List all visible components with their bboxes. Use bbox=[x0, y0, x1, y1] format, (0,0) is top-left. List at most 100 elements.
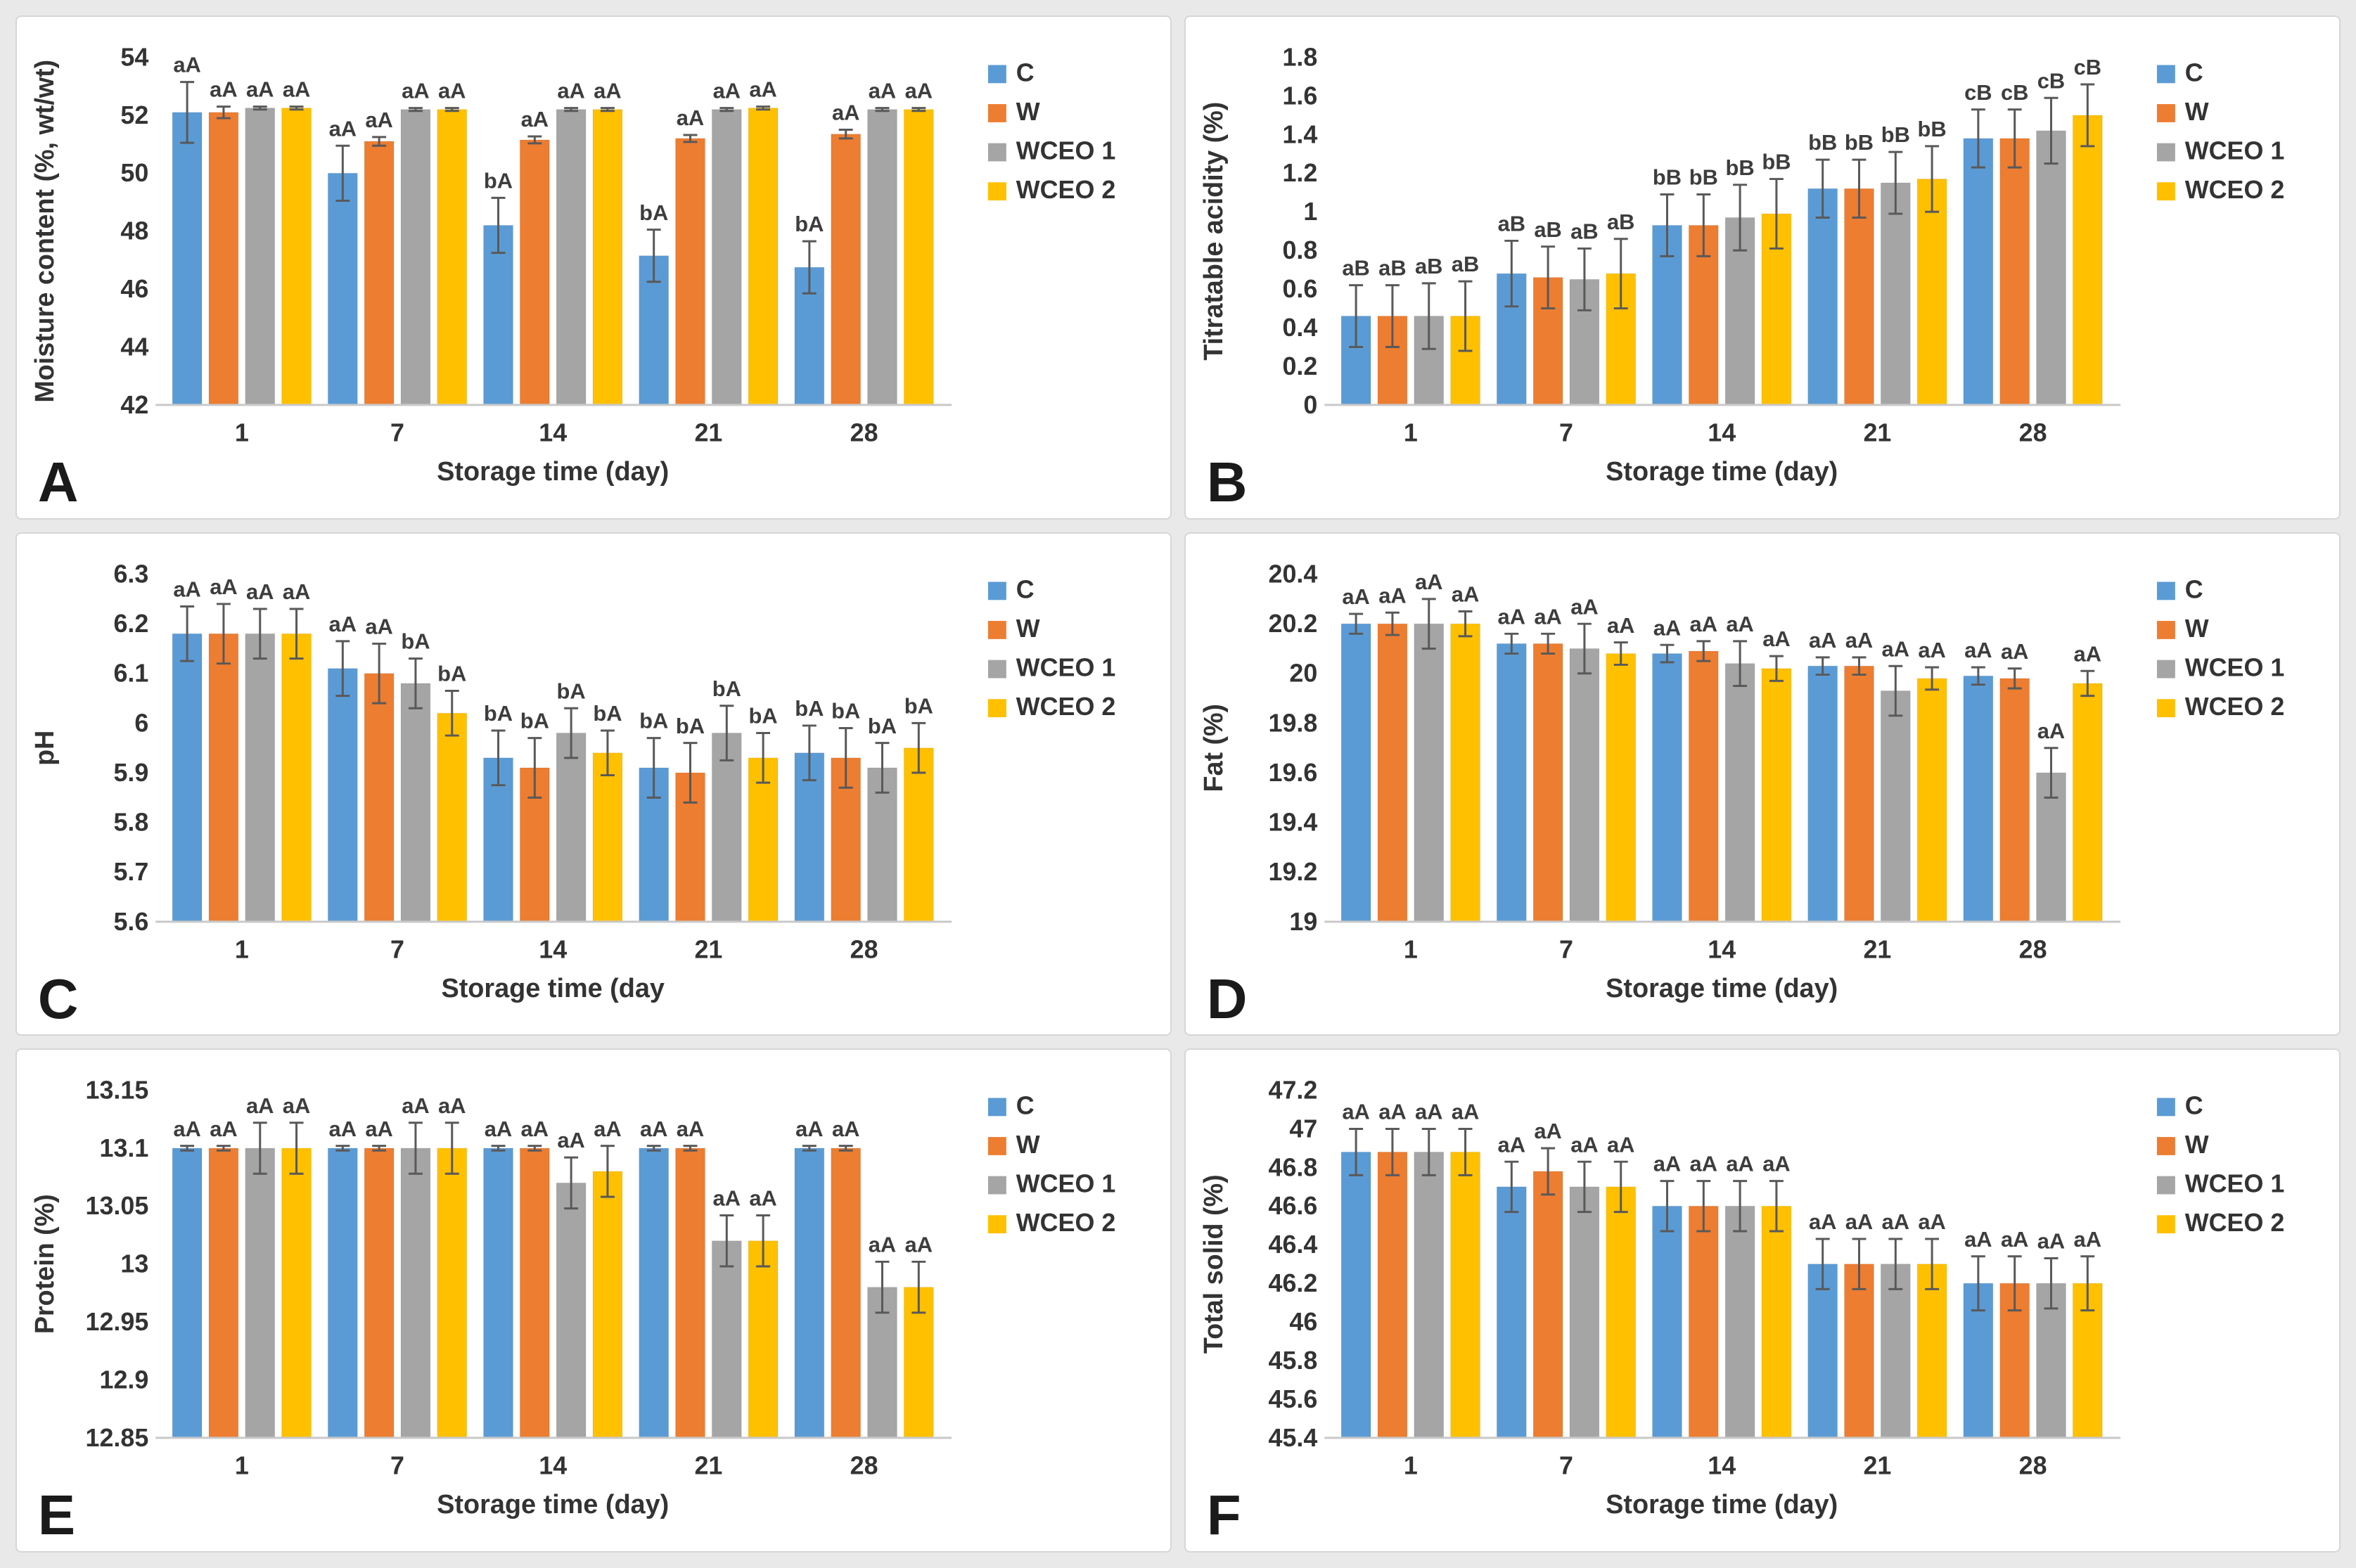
y-tick-label: 12.95 bbox=[86, 1308, 149, 1336]
bar-C-day28 bbox=[794, 266, 825, 406]
y-tick-label: 1 bbox=[1303, 198, 1317, 226]
error-bar bbox=[1852, 1238, 1867, 1291]
y-tick-label: 1.4 bbox=[1282, 120, 1317, 148]
bar-annotation: bA bbox=[639, 200, 668, 225]
error-bar bbox=[1385, 284, 1400, 348]
error-bar bbox=[372, 1145, 387, 1152]
error-bar bbox=[1577, 247, 1592, 311]
error-bar bbox=[1769, 655, 1784, 682]
panel-letter-C: C bbox=[38, 968, 79, 1030]
bar-W-day1 bbox=[208, 633, 239, 923]
error-bar bbox=[1504, 239, 1519, 308]
x-tick-label: 7 bbox=[390, 419, 404, 447]
bar-WCEO2-day1 bbox=[281, 633, 312, 923]
bar-WCEO2-day7 bbox=[437, 1148, 468, 1439]
legend-item-WCEO2: WCEO 2 bbox=[987, 176, 1115, 204]
panel-letter-F: F bbox=[1207, 1484, 1241, 1546]
legend-label: WCEO 1 bbox=[1016, 653, 1115, 681]
bar-C-day7 bbox=[1496, 643, 1527, 923]
legend-item-W: W bbox=[987, 1131, 1040, 1159]
error-bar bbox=[802, 724, 817, 781]
y-tick-label: 6 bbox=[134, 709, 148, 737]
bar-annotation: aA bbox=[1342, 1100, 1369, 1124]
bar-WCEO2-day28 bbox=[903, 109, 934, 406]
y-tick-label: 13.1 bbox=[100, 1134, 149, 1162]
bar-W-day1 bbox=[208, 112, 239, 406]
bar-annotation: aA bbox=[1570, 1133, 1598, 1157]
error-bar bbox=[1577, 1161, 1592, 1214]
y-tick-label: 45.4 bbox=[1269, 1424, 1318, 1452]
panel-letter-B: B bbox=[1207, 451, 1248, 513]
bar-annotation: bA bbox=[795, 212, 824, 236]
y-tick-label: 46.2 bbox=[1269, 1269, 1318, 1297]
bar-WCEO2-day7 bbox=[1606, 653, 1637, 923]
legend-label: WCEO 2 bbox=[1016, 176, 1115, 204]
bar-annotation: bA bbox=[437, 661, 466, 686]
x-tick-label: 28 bbox=[850, 1452, 878, 1480]
error-bar bbox=[289, 1122, 304, 1176]
y-tick-label: 5.6 bbox=[113, 908, 148, 936]
legend-swatch bbox=[987, 1098, 1006, 1117]
bar-annotation: aA bbox=[1690, 1152, 1717, 1176]
bar-annotation: aA bbox=[1378, 583, 1406, 608]
y-tick-label: 45.6 bbox=[1269, 1385, 1318, 1413]
error-bar bbox=[335, 1145, 350, 1152]
error-bar bbox=[527, 1145, 542, 1152]
y-tick-label: 6.1 bbox=[113, 659, 148, 687]
bar-W-day1 bbox=[208, 1148, 239, 1439]
panel-letter-D: D bbox=[1207, 968, 1248, 1030]
x-tick-label: 28 bbox=[2019, 1452, 2047, 1480]
bar-WCEO2-day21 bbox=[1916, 678, 1947, 923]
error-bar bbox=[1458, 610, 1473, 637]
bar-W-day21 bbox=[675, 138, 705, 406]
error-bar bbox=[911, 1261, 926, 1314]
y-tick-label: 0 bbox=[1303, 391, 1317, 419]
legend-swatch bbox=[2156, 1098, 2175, 1117]
bar-annotation: aA bbox=[594, 1117, 621, 1141]
bar-WCEO2-day21 bbox=[748, 108, 779, 406]
bar-annotation: aA bbox=[1653, 1152, 1681, 1176]
error-bar bbox=[1660, 643, 1675, 664]
bar-C-day28 bbox=[794, 1148, 825, 1439]
bar-W-day14 bbox=[1688, 650, 1719, 923]
bar-annotation: aA bbox=[832, 101, 859, 125]
x-tick-label: 7 bbox=[390, 935, 404, 963]
error-bar bbox=[1925, 145, 1940, 213]
bar-W-day28 bbox=[831, 1148, 862, 1439]
x-tick-label: 7 bbox=[1559, 935, 1573, 963]
bar-annotation: aA bbox=[1762, 626, 1790, 651]
bar-annotation: aA bbox=[485, 1117, 512, 1141]
y-tick-label: 47.2 bbox=[1269, 1077, 1318, 1105]
y-tick-label: 0.4 bbox=[1282, 314, 1317, 342]
bar-annotation: aA bbox=[2074, 641, 2101, 666]
legend-label: WCEO 2 bbox=[1016, 693, 1115, 721]
legend-swatch bbox=[2156, 104, 2175, 122]
y-tick-label: 6.3 bbox=[113, 560, 148, 588]
error-bar bbox=[600, 1145, 615, 1198]
legend-item-C: C bbox=[2156, 575, 2203, 603]
error-bar bbox=[180, 605, 195, 662]
bar-W-day21 bbox=[1844, 1264, 1874, 1439]
y-axis-title: Total solid (%) bbox=[1199, 1175, 1229, 1354]
bar-W-day28 bbox=[1999, 138, 2030, 406]
legend: CW WCEO 1 WCEO 2 bbox=[987, 1092, 1115, 1237]
legend-swatch bbox=[987, 65, 1006, 84]
bar-annotation: aA bbox=[905, 1233, 933, 1257]
bar-annotation: aB bbox=[1452, 252, 1479, 276]
chart-A: aA aA aA aA 1 aA aA aA aA 7 bA aA aA aA 14 bA aA aA aA 21 bA… bbox=[30, 44, 1116, 513]
error-bar bbox=[1815, 1238, 1830, 1291]
legend-label: WCEO 1 bbox=[2185, 1170, 2284, 1198]
bar-W-day14 bbox=[519, 139, 550, 406]
error-bar bbox=[408, 1122, 423, 1176]
error-bar bbox=[1421, 598, 1436, 650]
error-bar bbox=[216, 603, 231, 664]
bar-annotation: aA bbox=[521, 1117, 549, 1141]
legend-item-WCEO2: WCEO 2 bbox=[2156, 176, 2284, 204]
error-bar bbox=[252, 105, 267, 111]
error-bar bbox=[444, 689, 459, 737]
bar-annotation: aA bbox=[283, 1093, 310, 1118]
error-bar bbox=[491, 729, 506, 786]
bar-annotation: aA bbox=[1653, 615, 1681, 640]
bar-WCEO2-day14 bbox=[1761, 667, 1792, 923]
legend-label: WCEO 2 bbox=[2185, 693, 2284, 721]
